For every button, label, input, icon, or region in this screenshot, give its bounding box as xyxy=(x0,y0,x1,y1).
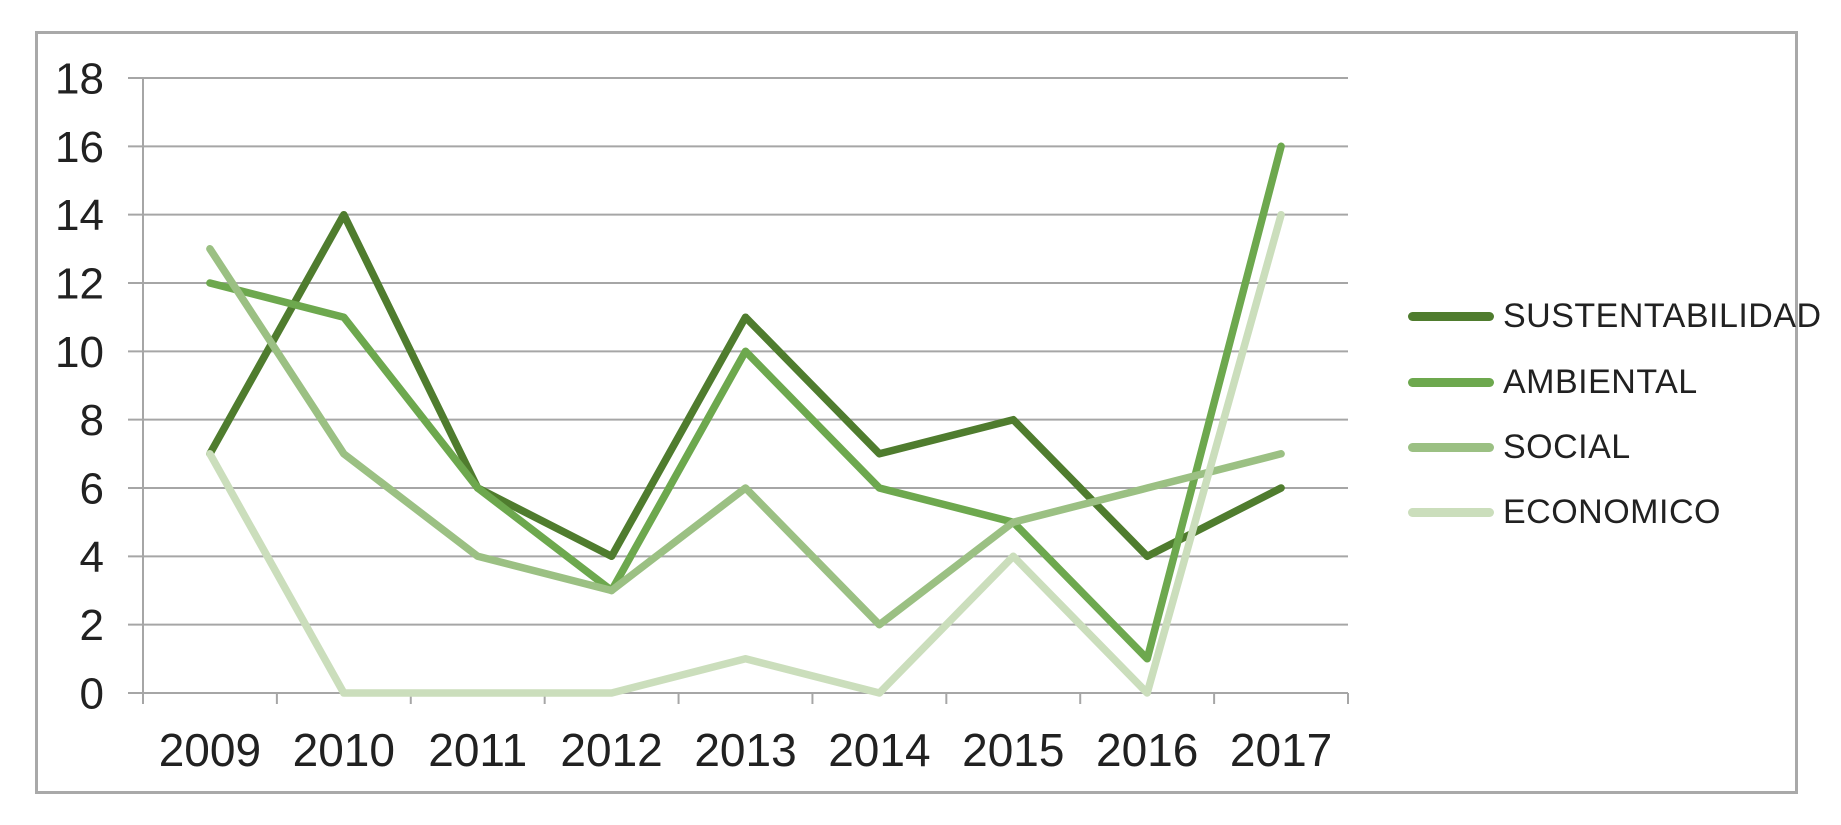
y-tick-label: 6 xyxy=(80,465,104,514)
y-tick-label: 4 xyxy=(80,533,104,582)
y-tick-label: 2 xyxy=(80,601,104,650)
x-tick-label: 2010 xyxy=(293,724,395,776)
series-line-social xyxy=(206,245,1285,629)
legend-item-ambiental: AMBIENTAL xyxy=(1408,360,1698,404)
legend-label: AMBIENTAL xyxy=(1503,362,1698,401)
legend-label: SOCIAL xyxy=(1503,427,1631,466)
series-line-economico xyxy=(206,210,1285,697)
legend-line-swatch xyxy=(1408,442,1494,452)
x-tick-label: 2013 xyxy=(694,724,796,776)
x-tick-label: 2011 xyxy=(428,724,527,776)
legend-line-swatch xyxy=(1408,507,1494,517)
x-tick-label: 2017 xyxy=(1230,724,1332,776)
y-tick-label: 0 xyxy=(80,670,104,719)
y-tick-label: 8 xyxy=(80,396,104,445)
x-tick-label: 2016 xyxy=(1096,724,1198,776)
y-tick-label: 18 xyxy=(55,55,104,104)
legend-item-sustentabilidad: SUSTENTABILIDAD xyxy=(1408,294,1822,338)
y-tick-label: 10 xyxy=(55,328,104,377)
y-tick-label: 14 xyxy=(55,191,104,240)
legend-item-economico: ECONOMICO xyxy=(1408,490,1721,534)
legend-label: ECONOMICO xyxy=(1503,492,1721,531)
legend-label: SUSTENTABILIDAD xyxy=(1503,296,1822,335)
legend-item-social: SOCIAL xyxy=(1408,425,1631,469)
x-tick-label: 2015 xyxy=(962,724,1064,776)
series-line-sustentabilidad xyxy=(206,210,1285,561)
x-tick-label: 2012 xyxy=(560,724,662,776)
y-tick-label: 12 xyxy=(55,260,104,309)
legend-line-swatch xyxy=(1408,311,1494,321)
x-tick-label: 2009 xyxy=(159,724,261,776)
y-tick-label: 16 xyxy=(55,123,104,172)
legend-line-swatch xyxy=(1408,377,1494,387)
x-tick-label: 2014 xyxy=(828,724,930,776)
series-line-ambiental xyxy=(206,142,1285,663)
